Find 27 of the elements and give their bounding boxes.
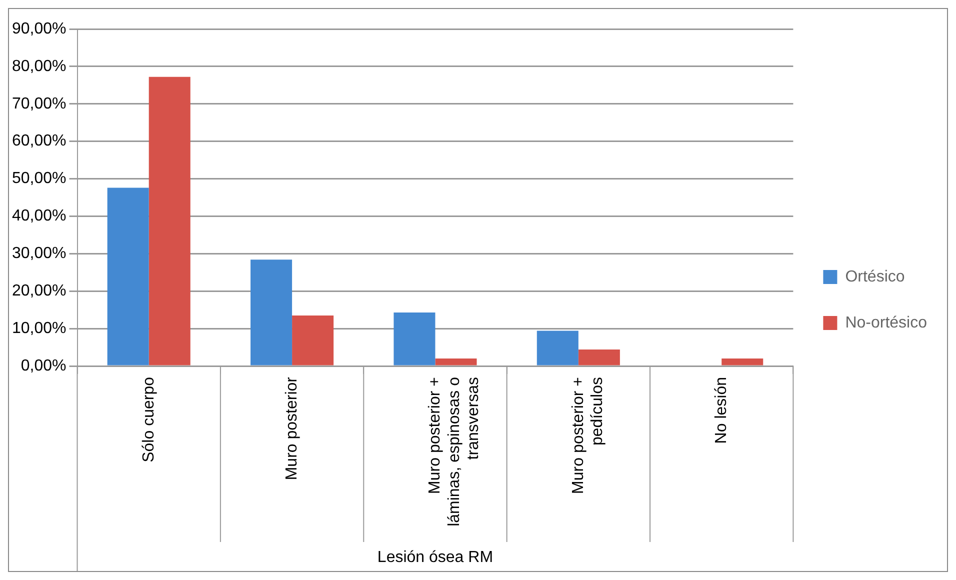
bar	[107, 188, 149, 366]
bar	[250, 260, 292, 366]
y-tick-label: 50,00%	[12, 170, 66, 188]
y-tick-label: 20,00%	[12, 282, 66, 300]
legend-label: No-ortésico	[845, 314, 928, 332]
y-tick-label: 30,00%	[12, 245, 66, 262]
bar	[536, 330, 578, 366]
x-tick-label: Muro posterior	[283, 376, 300, 480]
bar	[435, 358, 477, 366]
bar	[578, 350, 620, 366]
x-tick-label: Sólo cuerpo	[140, 376, 158, 462]
y-tick-label: 60,00%	[12, 132, 66, 150]
x-tick-label: No lesión	[713, 377, 730, 444]
bar	[292, 315, 334, 366]
y-tick-label: 0,00%	[20, 357, 66, 374]
legend-label: Ortésico	[845, 268, 905, 286]
bar	[148, 76, 190, 366]
y-tick-label: 40,00%	[12, 208, 66, 225]
y-tick-label: 70,00%	[12, 95, 66, 112]
y-tick-label: 10,00%	[12, 320, 66, 337]
y-tick-label: 80,00%	[12, 58, 66, 75]
x-axis-title: Lesión ósea RM	[377, 548, 494, 566]
bar	[394, 312, 436, 366]
y-tick-label: 90,00%	[12, 20, 66, 38]
bar	[722, 358, 764, 366]
x-tick-label: Muro posterior + láminas, espinosas o transversas	[426, 376, 482, 526]
x-tick-label: Muro posterior + pedículos	[570, 377, 606, 494]
